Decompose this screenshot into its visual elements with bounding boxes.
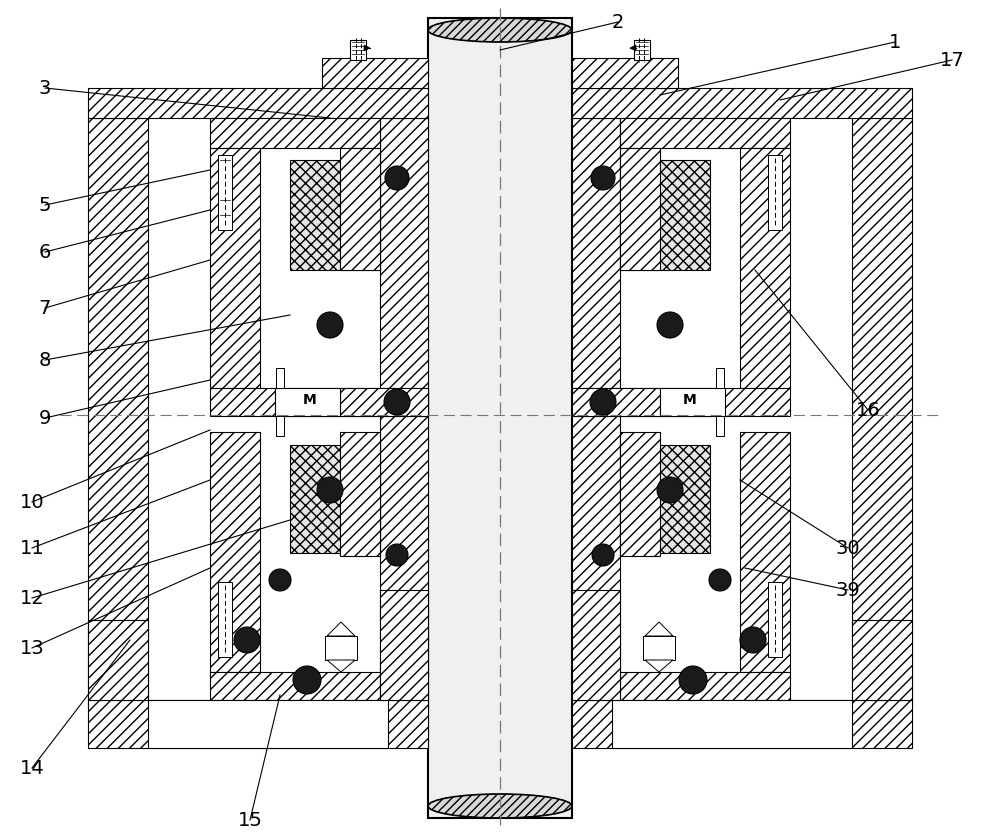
Bar [634,40,650,60]
Bar [620,160,710,270]
Bar [572,388,660,416]
Circle shape [591,166,615,190]
Bar [572,700,912,748]
Bar [275,388,340,416]
Bar [620,672,790,702]
Text: 9: 9 [39,409,51,428]
Bar [572,88,912,118]
Bar [612,700,852,748]
Bar [290,160,380,270]
Circle shape [234,627,260,653]
Bar [218,155,232,230]
Circle shape [384,389,410,415]
Polygon shape [364,45,370,51]
Bar [350,40,366,60]
Bar [428,18,572,818]
Bar [290,445,380,553]
Polygon shape [630,45,636,51]
Bar [572,388,790,416]
Text: 2: 2 [612,13,624,32]
Circle shape [317,477,343,503]
Ellipse shape [428,794,572,818]
Bar [325,636,357,660]
Bar [768,582,782,657]
Text: M: M [303,393,317,407]
Text: 3: 3 [39,78,51,98]
Bar [88,700,428,748]
Bar [340,388,428,416]
Polygon shape [327,622,355,636]
Text: 7: 7 [39,299,51,318]
Circle shape [679,666,707,694]
Bar [620,432,660,556]
Text: 1: 1 [889,33,901,52]
Circle shape [657,477,683,503]
Bar [620,148,660,270]
Bar [380,590,428,700]
Bar [660,388,725,416]
Text: 6: 6 [39,243,51,262]
Bar [716,368,724,388]
Bar [643,636,675,660]
Polygon shape [327,660,355,672]
Bar [88,118,148,708]
Bar [768,155,782,230]
Polygon shape [645,622,673,636]
Polygon shape [645,660,673,672]
Circle shape [317,312,343,338]
Bar [380,118,428,708]
Bar [340,432,380,556]
Circle shape [592,544,614,566]
Circle shape [709,569,731,591]
Bar [210,148,260,388]
Text: 5: 5 [39,195,51,214]
Circle shape [657,312,683,338]
Bar [88,620,148,700]
Bar [210,432,260,672]
Bar [88,88,428,118]
Bar [572,118,620,708]
Circle shape [386,544,408,566]
Bar [620,445,710,553]
Bar [852,118,912,708]
Circle shape [590,389,616,415]
Text: 10: 10 [20,493,44,511]
Bar [340,148,380,270]
Text: 8: 8 [39,350,51,369]
Bar [276,416,284,436]
Bar [740,148,790,388]
Bar [276,368,284,388]
Text: 14: 14 [20,758,44,777]
Text: 12: 12 [20,589,44,607]
Bar [572,58,678,88]
Text: 39: 39 [836,580,860,600]
Text: 11: 11 [20,539,44,557]
Bar [572,590,620,700]
Text: M: M [683,393,697,407]
Circle shape [740,627,766,653]
Bar [218,582,232,657]
Text: 13: 13 [20,639,44,657]
Bar [620,118,790,148]
Bar [716,416,724,436]
Bar [210,672,380,702]
Bar [740,432,790,672]
Circle shape [385,166,409,190]
Text: 30: 30 [836,539,860,557]
Bar [852,620,912,700]
Circle shape [293,666,321,694]
Bar [148,700,388,748]
Text: 15: 15 [238,811,262,830]
Text: 17: 17 [940,51,964,69]
Ellipse shape [428,18,572,42]
Bar [210,388,428,416]
Text: 16: 16 [856,400,880,420]
Bar [322,58,428,88]
Bar [210,118,380,148]
Circle shape [269,569,291,591]
